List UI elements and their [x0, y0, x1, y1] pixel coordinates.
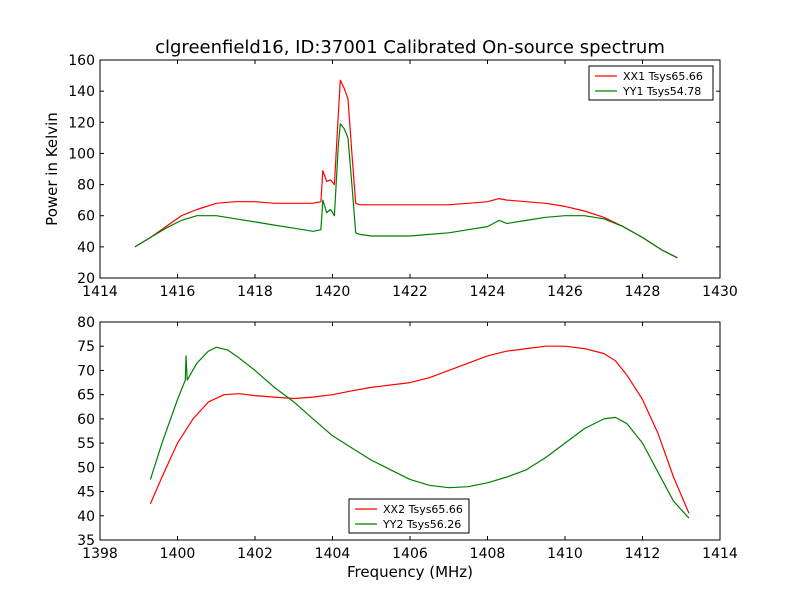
top-legend-box: [588, 65, 714, 101]
bottom-x-tick-label: 1404: [315, 546, 351, 562]
bottom-legend-label-2: YY2 Tsys56.26: [382, 518, 461, 531]
bottom-legend-label-1: XX2 Tsys65.66: [383, 503, 463, 516]
bottom-x-tick-label: 1402: [237, 546, 273, 562]
top-series-2-line: [134, 123, 678, 259]
top-x-tick-label: 1424: [470, 284, 506, 300]
top-x-tick-label: 1426: [547, 284, 583, 300]
bottom-y-tick-label: 40: [77, 509, 95, 525]
bottom-y-tick-label: 50: [77, 460, 95, 476]
bottom-x-tick-label: 1398: [82, 546, 118, 562]
chart-title: clgreenfield16, ID:37001 Calibrated On-s…: [155, 37, 665, 58]
top-y-tick-label: 140: [68, 84, 95, 100]
top-legend-label-2: YY1 Tsys54.78: [622, 85, 701, 98]
top-legend: XX1 Tsys65.66 YY1 Tsys54.78: [588, 65, 714, 101]
top-x-tick-label: 1416: [160, 284, 196, 300]
top-y-tick-label: 160: [68, 53, 95, 69]
top-x-tick-label: 1430: [702, 284, 738, 300]
top-y-tick-label: 40: [77, 240, 95, 256]
top-y-tick-label: 20: [77, 271, 95, 287]
bottom-x-tick-label: 1400: [160, 546, 196, 562]
top-y-tick-label: 120: [68, 115, 95, 131]
top-legend-label-1: XX1 Tsys65.66: [623, 70, 703, 83]
bottom-x-tick-label: 1414: [702, 546, 738, 562]
top-x-tick-label: 1418: [237, 284, 273, 300]
top-x-tick-label: 1414: [82, 284, 118, 300]
top-y-tick-label: 80: [77, 178, 95, 194]
bottom-y-tick-label: 75: [77, 339, 95, 355]
top-x-tick-label: 1422: [392, 284, 428, 300]
top-series-1-line: [134, 79, 678, 259]
bottom-y-tick-label: 60: [77, 412, 95, 428]
bottom-y-tick-label: 80: [77, 315, 95, 331]
bottom-y-tick-label: 65: [77, 388, 95, 404]
bottom-panel: 1398 1400 1402 1404 1406 1408 1410 1412 1414 35 40…: [77, 315, 738, 581]
top-panel: 1414 1416 1418 1420 1422 1424 1426 1428 1430 20 40…: [43, 53, 738, 300]
bottom-x-tick-label: 1408: [470, 546, 506, 562]
bottom-y-tick-label: 45: [77, 485, 95, 501]
bottom-x-tick-label: 1406: [392, 546, 428, 562]
bottom-x-tick-label: 1410: [547, 546, 583, 562]
bottom-series-1-line: [149, 345, 690, 514]
bottom-y-tick-label: 35: [77, 533, 95, 549]
top-x-tick-label: 1420: [315, 284, 351, 300]
top-y-axis-label: Power in Kelvin: [43, 112, 61, 226]
x-axis-label: Frequency (MHz): [347, 563, 473, 581]
bottom-legend: XX2 Tsys65.66 YY2 Tsys56.26: [348, 498, 470, 534]
bottom-y-tick-label: 55: [77, 436, 95, 452]
bottom-series-2-line: [149, 346, 690, 519]
bottom-x-tick-label: 1412: [625, 546, 661, 562]
bottom-legend-box: [348, 498, 470, 534]
bottom-y-tick-label: 70: [77, 363, 95, 379]
top-y-tick-label: 100: [68, 146, 95, 162]
top-y-tick-label: 60: [77, 209, 95, 225]
top-x-tick-label: 1428: [625, 284, 661, 300]
